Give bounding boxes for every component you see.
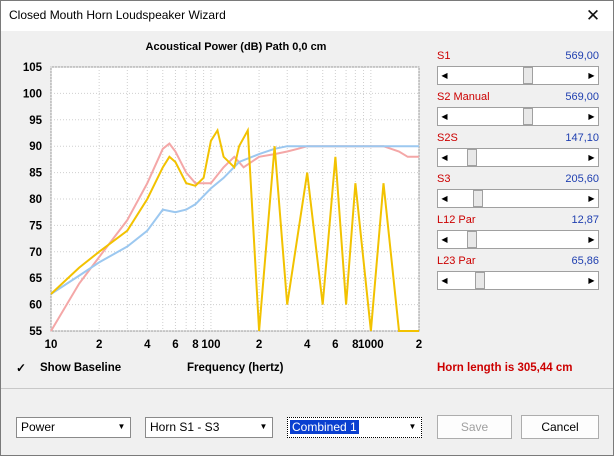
slider-thumb[interactable] [522,67,533,84]
param-slider[interactable]: ◀ ▶ [437,230,599,249]
x-tick-label: 8 [352,339,359,351]
y-tick-label: 60 [29,300,42,312]
chevron-down-icon[interactable]: ▼ [408,422,417,431]
slider-thumb[interactable] [473,190,484,207]
x-tick-label: 4 [144,339,151,351]
arrow-right-icon[interactable]: ▶ [588,276,595,285]
y-tick-label: 70 [29,247,42,259]
param-label: L12 Par [437,214,476,226]
y-tick-label: 90 [29,141,42,153]
title-bar: Closed Mouth Horn Loudspeaker Wizard ✕ [1,1,613,31]
x-tick-label: 2 [96,339,102,351]
param-label: S2 Manual [437,91,490,103]
chevron-down-icon[interactable]: ▼ [259,422,268,431]
param-label: S2S [437,132,458,144]
param-slider[interactable]: ◀ ▶ [437,107,599,126]
checkbox-check-icon: ✓ [16,361,27,375]
y-tick-label: 65 [29,273,42,285]
bottom-strip [1,447,613,455]
horn-length-text: Horn length is 305,44 cm [437,362,573,374]
y-tick-label: 100 [23,88,42,100]
param-label: L23 Par [437,255,476,267]
x-tick-label: 100 [201,339,220,351]
y-tick-label: 55 [29,326,42,338]
x-tick-label: 2 [416,339,422,351]
horn-section-dropdown[interactable]: Horn S1 - S3 ▼ [145,417,273,438]
show-baseline-label: Show Baseline [40,362,122,374]
x-tick-label: 6 [172,339,178,351]
acoustic-power-chart: Acoustical Power (dB) Path 0,0 cm 105 100… [23,41,422,351]
param-value: 205,60 [565,173,599,185]
param-slider[interactable]: ◀ ▶ [437,271,599,290]
x-tick-label: 2 [256,339,262,351]
slider-thumb[interactable] [467,149,478,166]
x-tick-label: 10 [45,339,58,351]
y-tick-label: 95 [29,115,42,127]
window-title: Closed Mouth Horn Loudspeaker Wizard [9,8,226,22]
mode-dropdown-value: Power [21,420,56,434]
divider [1,388,613,389]
slider-thumb[interactable] [474,272,485,289]
cancel-button[interactable]: Cancel [521,415,599,439]
param-label: S1 [437,50,451,62]
param-value: 12,87 [571,214,599,226]
param-slider[interactable]: ◀ ▶ [437,148,599,167]
slider-thumb[interactable] [467,231,478,248]
combined-dropdown-value: Combined 1 [290,420,359,434]
arrow-right-icon[interactable]: ▶ [588,153,595,162]
param-value: 569,00 [565,50,599,62]
arrow-left-icon[interactable]: ◀ [441,112,448,121]
save-button[interactable]: Save [437,415,512,439]
slider-thumb[interactable] [522,108,533,125]
param-slider[interactable]: ◀ ▶ [437,189,599,208]
y-tick-label: 105 [23,62,43,74]
horn-section-dropdown-value: Horn S1 - S3 [150,420,220,434]
param-value: 569,00 [565,91,599,103]
series-line-2 [50,145,419,295]
arrow-left-icon[interactable]: ◀ [441,194,448,203]
chevron-down-icon[interactable]: ▼ [117,422,126,431]
param-slider[interactable]: ◀ ▶ [437,66,599,85]
series-line-3 [50,126,419,332]
arrow-left-icon[interactable]: ◀ [441,276,448,285]
param-value: 65,86 [571,255,599,267]
x-axis-label: Frequency (hertz) [187,362,284,374]
arrow-right-icon[interactable]: ▶ [588,235,595,244]
y-tick-label: 85 [29,168,42,180]
combined-dropdown[interactable]: Combined 1 ▼ [287,417,422,438]
close-icon[interactable]: ✕ [585,6,601,25]
arrow-left-icon[interactable]: ◀ [441,153,448,162]
mode-dropdown[interactable]: Power ▼ [16,417,131,438]
param-value: 147,10 [565,132,599,144]
param-label: S3 [437,173,451,185]
y-tick-label: 75 [29,220,42,232]
arrow-right-icon[interactable]: ▶ [588,112,595,121]
x-tick-label: 8 [192,339,199,351]
arrow-left-icon[interactable]: ◀ [441,71,448,80]
x-tick-label: 1000 [358,339,384,351]
x-tick-label: 4 [304,339,311,351]
x-tick-label: 6 [332,339,338,351]
chart-title: Acoustical Power (dB) Path 0,0 cm [146,41,327,53]
arrow-right-icon[interactable]: ▶ [588,71,595,80]
arrow-right-icon[interactable]: ▶ [588,194,595,203]
arrow-left-icon[interactable]: ◀ [441,235,448,244]
y-tick-label: 80 [29,194,42,206]
